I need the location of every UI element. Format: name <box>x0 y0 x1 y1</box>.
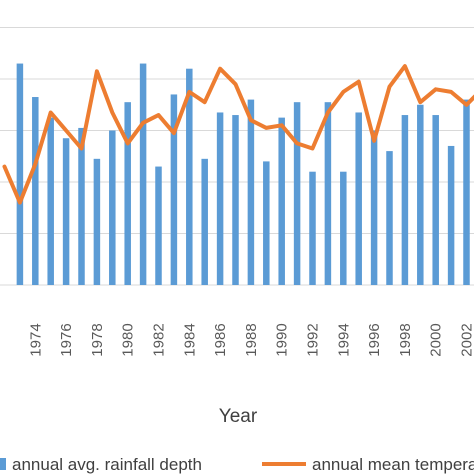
x-tick-label: 1990 <box>274 323 291 356</box>
rainfall-bar <box>16 63 24 285</box>
rainfall-bar <box>139 63 147 285</box>
rainfall-bars <box>16 63 470 286</box>
rainfall-bar <box>93 158 101 285</box>
rainfall-bar <box>247 99 255 285</box>
legend: annual avg. rainfall depth annual mean t… <box>0 455 474 474</box>
x-axis-tick-labels: 1974 1976 1978 1980 1982 1984 1986 1988 1990 1992… <box>27 323 474 356</box>
temperature-line <box>2 64 474 205</box>
x-tick-label: 1980 <box>120 323 137 356</box>
rainfall-bar <box>170 94 178 285</box>
rainfall-bar <box>401 115 409 285</box>
x-axis-title: Year <box>219 406 258 427</box>
rainfall-bar <box>370 130 378 285</box>
x-tick-label: 2000 <box>428 323 445 356</box>
rainfall-bar <box>78 127 85 285</box>
legend-rainfall-swatch <box>0 458 6 470</box>
x-tick-label: 1986 <box>212 323 229 356</box>
rainfall-bar <box>263 161 270 285</box>
rainfall-bar <box>293 102 301 285</box>
x-tick-label: 1994 <box>335 323 352 356</box>
rainfall-bar <box>47 117 54 285</box>
x-tick-label: 1984 <box>181 323 198 356</box>
rainfall-bar <box>386 151 393 285</box>
legend-temperature-label: annual mean temperature <box>312 455 474 474</box>
rainfall-bar <box>340 171 347 285</box>
rainfall-bar <box>216 112 224 285</box>
rainfall-bar <box>417 104 424 285</box>
x-tick-label: 1976 <box>58 323 75 356</box>
x-tick-label: 1978 <box>89 323 106 356</box>
rainfall-bar <box>355 112 362 285</box>
rainfall-bar <box>32 97 39 286</box>
rainfall-bar <box>324 102 332 285</box>
rainfall-bar <box>201 158 208 285</box>
rainfall-bar <box>232 115 239 285</box>
x-tick-label: 2002 <box>459 323 474 356</box>
rainfall-bar <box>432 115 439 285</box>
x-tick-label: 1998 <box>397 323 414 356</box>
legend-rainfall-label: annual avg. rainfall depth <box>12 455 202 474</box>
rainfall-bar <box>186 68 193 285</box>
rainfall-bar <box>109 130 116 285</box>
x-tick-label: 1974 <box>27 323 44 356</box>
x-tick-label: 1982 <box>151 323 168 356</box>
rainfall-bar <box>447 145 455 285</box>
x-tick-label: 1988 <box>243 323 260 356</box>
rainfall-bar <box>278 117 285 285</box>
x-tick-label: 1996 <box>366 323 383 356</box>
rainfall-bar <box>155 166 162 285</box>
x-tick-label: 1992 <box>305 323 322 356</box>
rainfall-bar <box>62 138 70 285</box>
rainfall-bar <box>124 102 131 285</box>
rainfall-bar <box>309 171 316 285</box>
plot-area: 1974 1976 1978 1980 1982 1984 1986 1988 1990 1992… <box>0 27 474 357</box>
rainfall-bar <box>463 99 470 285</box>
